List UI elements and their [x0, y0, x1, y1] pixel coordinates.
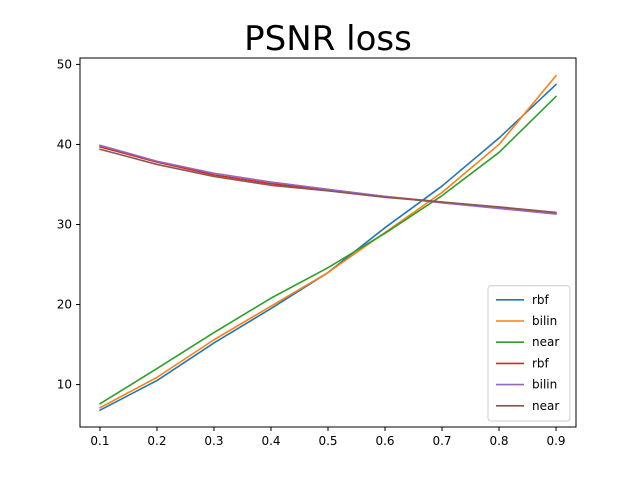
series-line-rbf-4 — [99, 146, 557, 215]
legend-label-bilin-5: bilin — [532, 378, 557, 392]
x-tick-label: 0.3 — [204, 434, 223, 448]
x-tick-label: 0.9 — [546, 434, 565, 448]
legend-label-near-6: near — [532, 399, 559, 413]
chart-title: PSNR loss — [244, 19, 412, 59]
y-tick-label: 10 — [57, 378, 72, 392]
y-tick-label: 30 — [57, 217, 72, 231]
x-tick-label: 0.1 — [90, 434, 109, 448]
x-tick-label: 0.7 — [432, 434, 451, 448]
legend-label-bilin-2: bilin — [532, 314, 557, 328]
legend-label-near-3: near — [532, 335, 559, 349]
series-line-near-6 — [99, 148, 557, 214]
series-line-bilin-2 — [99, 74, 557, 409]
legend-label-rbf-4: rbf — [532, 356, 550, 370]
x-tick-label: 0.8 — [489, 434, 508, 448]
legend-label-rbf-1: rbf — [532, 293, 550, 307]
x-tick-label: 0.4 — [261, 434, 280, 448]
series-line-bilin-5 — [99, 144, 557, 215]
y-tick-label: 40 — [57, 137, 72, 151]
x-tick-label: 0.2 — [147, 434, 166, 448]
series-line-near-3 — [99, 95, 557, 405]
x-tick-label: 0.5 — [318, 434, 337, 448]
y-tick-label: 50 — [57, 57, 72, 71]
x-axis: 0.1 0.2 0.3 0.4 0.5 0.6 0.7 0.8 0.9 — [90, 427, 566, 448]
x-tick-label: 0.6 — [375, 434, 394, 448]
y-tick-label: 20 — [57, 298, 72, 312]
legend-box — [487, 285, 571, 422]
legend: rbf bilin near rbf bilin near — [487, 285, 571, 422]
y-axis: 10 20 30 40 50 — [57, 57, 80, 392]
plot-area — [99, 74, 557, 411]
